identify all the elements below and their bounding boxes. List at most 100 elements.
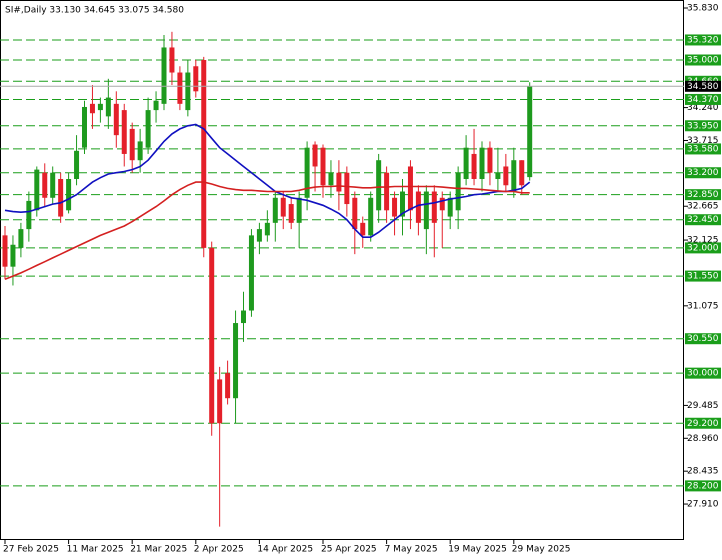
level-label-bg bbox=[685, 167, 721, 179]
candle-body bbox=[463, 147, 469, 179]
x-tick-label: 21 Mar 2025 bbox=[130, 545, 187, 555]
y-tick-label: 33.715 bbox=[687, 136, 719, 146]
candle-body bbox=[217, 379, 223, 424]
y-tick-label: 27.910 bbox=[687, 500, 719, 510]
candle-body bbox=[2, 235, 8, 267]
candle-body bbox=[392, 197, 398, 217]
candle-body bbox=[153, 100, 159, 111]
y-tick-label: 32.125 bbox=[687, 236, 719, 246]
candle-body bbox=[26, 200, 32, 230]
candle-body bbox=[66, 178, 72, 211]
candle-body bbox=[89, 103, 95, 114]
candle-body bbox=[209, 247, 215, 424]
candle-body bbox=[248, 235, 254, 311]
level-label-bg bbox=[685, 54, 721, 66]
candle-body bbox=[320, 147, 326, 186]
level-label-bg bbox=[685, 34, 721, 46]
candle-body bbox=[129, 128, 135, 161]
x-tick-label: 7 May 2025 bbox=[385, 545, 438, 555]
candle-body bbox=[304, 147, 310, 198]
candle-body bbox=[312, 144, 318, 167]
candle-body bbox=[280, 197, 286, 217]
level-label: 29.200 bbox=[687, 419, 719, 429]
candle-body bbox=[376, 160, 382, 211]
candle-body bbox=[34, 169, 40, 211]
candle-body bbox=[225, 373, 231, 399]
candle-body bbox=[439, 197, 445, 211]
candle-body bbox=[487, 147, 493, 173]
y-tick-label: 28.960 bbox=[687, 434, 719, 444]
candle-body bbox=[336, 172, 342, 192]
x-tick-label: 19 May 2025 bbox=[448, 545, 507, 555]
candle-body bbox=[495, 172, 501, 179]
candle-body bbox=[527, 86, 533, 178]
candle-body bbox=[352, 197, 358, 230]
plot-frame bbox=[0, 0, 684, 540]
candle-body bbox=[177, 72, 183, 104]
candle-body bbox=[264, 222, 270, 236]
candle-body bbox=[519, 160, 525, 186]
candle-body bbox=[201, 60, 207, 248]
candle-body bbox=[185, 72, 191, 111]
level-label-bg bbox=[685, 480, 721, 492]
last-price-label: 34.580 bbox=[687, 82, 719, 92]
candle-body bbox=[161, 47, 167, 104]
level-label: 35.000 bbox=[687, 56, 719, 66]
candle-body bbox=[503, 166, 509, 186]
candle-body bbox=[233, 323, 239, 399]
level-label: 33.950 bbox=[687, 121, 719, 131]
candle-body bbox=[121, 110, 127, 154]
candle-body bbox=[360, 222, 366, 236]
x-tick-label: 14 Apr 2025 bbox=[257, 545, 313, 555]
level-label: 30.000 bbox=[687, 369, 719, 379]
candle-body bbox=[105, 97, 111, 117]
last-price-bg bbox=[685, 80, 721, 92]
candle-body bbox=[169, 47, 175, 73]
level-label-bg bbox=[685, 333, 721, 345]
level-label-bg bbox=[685, 189, 721, 201]
x-tick-label: 11 Mar 2025 bbox=[67, 545, 124, 555]
y-tick-label: 34.240 bbox=[687, 103, 719, 113]
x-tick-label: 27 Feb 2025 bbox=[3, 545, 59, 555]
level-label-bg bbox=[685, 417, 721, 429]
candle-body bbox=[58, 178, 64, 217]
x-tick-label: 25 Apr 2025 bbox=[321, 545, 377, 555]
level-label: 31.550 bbox=[687, 272, 719, 282]
level-label: 33.200 bbox=[687, 168, 719, 178]
level-label-bg bbox=[685, 93, 721, 105]
level-label-bg bbox=[685, 143, 721, 155]
level-label-bg bbox=[685, 120, 721, 132]
chart-title: SI#,Daily 33.130 34.645 33.075 34.580 bbox=[5, 6, 184, 16]
level-label: 35.320 bbox=[687, 35, 719, 45]
candle-body bbox=[479, 147, 485, 179]
candle-body bbox=[471, 153, 477, 179]
x-tick-label: 2 Apr 2025 bbox=[194, 545, 244, 555]
candle-body bbox=[455, 172, 461, 211]
candle-body bbox=[368, 197, 374, 236]
candle-body bbox=[97, 103, 103, 111]
level-label: 34.370 bbox=[687, 95, 719, 105]
candle-body bbox=[50, 172, 56, 198]
candle-body bbox=[407, 166, 413, 211]
x-tick-label: 29 May 2025 bbox=[512, 545, 571, 555]
candle-body bbox=[296, 197, 302, 223]
candle-body bbox=[137, 141, 143, 161]
moving-average-line bbox=[4, 181, 530, 280]
candle-body bbox=[328, 172, 334, 186]
level-label: 28.200 bbox=[687, 481, 719, 491]
y-tick-label: 35.830 bbox=[687, 4, 719, 14]
level-label-bg bbox=[685, 367, 721, 379]
level-label: 32.850 bbox=[687, 190, 719, 200]
candle-body bbox=[256, 229, 262, 242]
candle-body bbox=[10, 244, 16, 267]
candle-body bbox=[145, 110, 151, 148]
y-tick-label: 28.435 bbox=[687, 467, 719, 477]
candle-body bbox=[113, 103, 119, 136]
candle-body bbox=[384, 172, 390, 211]
candle-body bbox=[288, 204, 294, 223]
y-tick-label: 29.485 bbox=[687, 401, 719, 411]
candle-body bbox=[42, 172, 48, 198]
level-label: 32.450 bbox=[687, 215, 719, 225]
